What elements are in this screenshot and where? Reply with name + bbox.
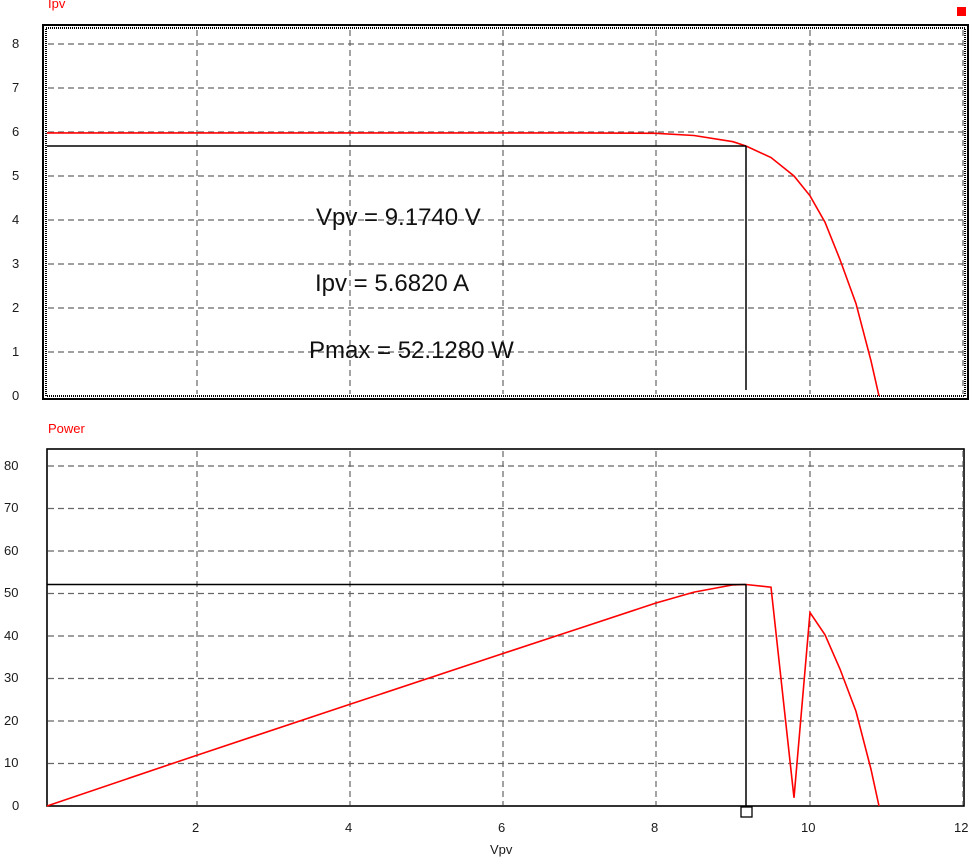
top-chart-title: Ipv	[48, 0, 66, 11]
y-tick: 10	[4, 755, 19, 770]
cursor-handle	[740, 806, 753, 818]
top-plot-frame	[42, 24, 969, 400]
y-tick: 6	[12, 124, 20, 139]
y-tick: 3	[12, 256, 20, 271]
x-tick: 8	[651, 820, 659, 835]
annotation-ipv: Ipv = 5.6820 A	[315, 270, 470, 297]
y-tick: 8	[12, 36, 20, 51]
y-tick: 50	[4, 585, 19, 600]
x-tick: 6	[498, 820, 506, 835]
x-tick: 2	[192, 820, 200, 835]
y-tick: 80	[4, 458, 19, 473]
power-trace	[46, 583, 880, 807]
y-tick: 30	[4, 670, 19, 685]
annotation-vpv: Vpv = 9.1740 V	[316, 204, 481, 231]
y-tick: 7	[12, 80, 20, 95]
bottom-grid	[48, 451, 964, 805]
y-tick: 20	[4, 713, 19, 728]
top-mpp-cursor	[47, 145, 747, 390]
y-tick: 4	[12, 212, 20, 227]
y-tick: 60	[4, 543, 19, 558]
y-tick: 0	[12, 388, 20, 403]
y-tick: 5	[12, 168, 20, 183]
y-tick: 1	[12, 344, 20, 359]
x-tick: 4	[345, 820, 353, 835]
x-tick: 10	[801, 820, 816, 835]
y-tick: 70	[4, 500, 19, 515]
bottom-plot-frame	[46, 448, 965, 807]
annotation-pmax: Pmax = 52.1280 W	[309, 337, 514, 364]
y-tick: 40	[4, 628, 19, 643]
y-tick: 2	[12, 300, 20, 315]
x-axis-label: Vpv	[490, 842, 513, 857]
y-tick: 0	[12, 798, 20, 813]
bottom-mpp-cursor	[47, 583, 747, 806]
x-tick: 12	[954, 820, 969, 835]
bottom-chart-title: Power	[48, 421, 85, 436]
top-grid	[48, 30, 964, 394]
selected-trace-marker[interactable]	[957, 7, 966, 16]
